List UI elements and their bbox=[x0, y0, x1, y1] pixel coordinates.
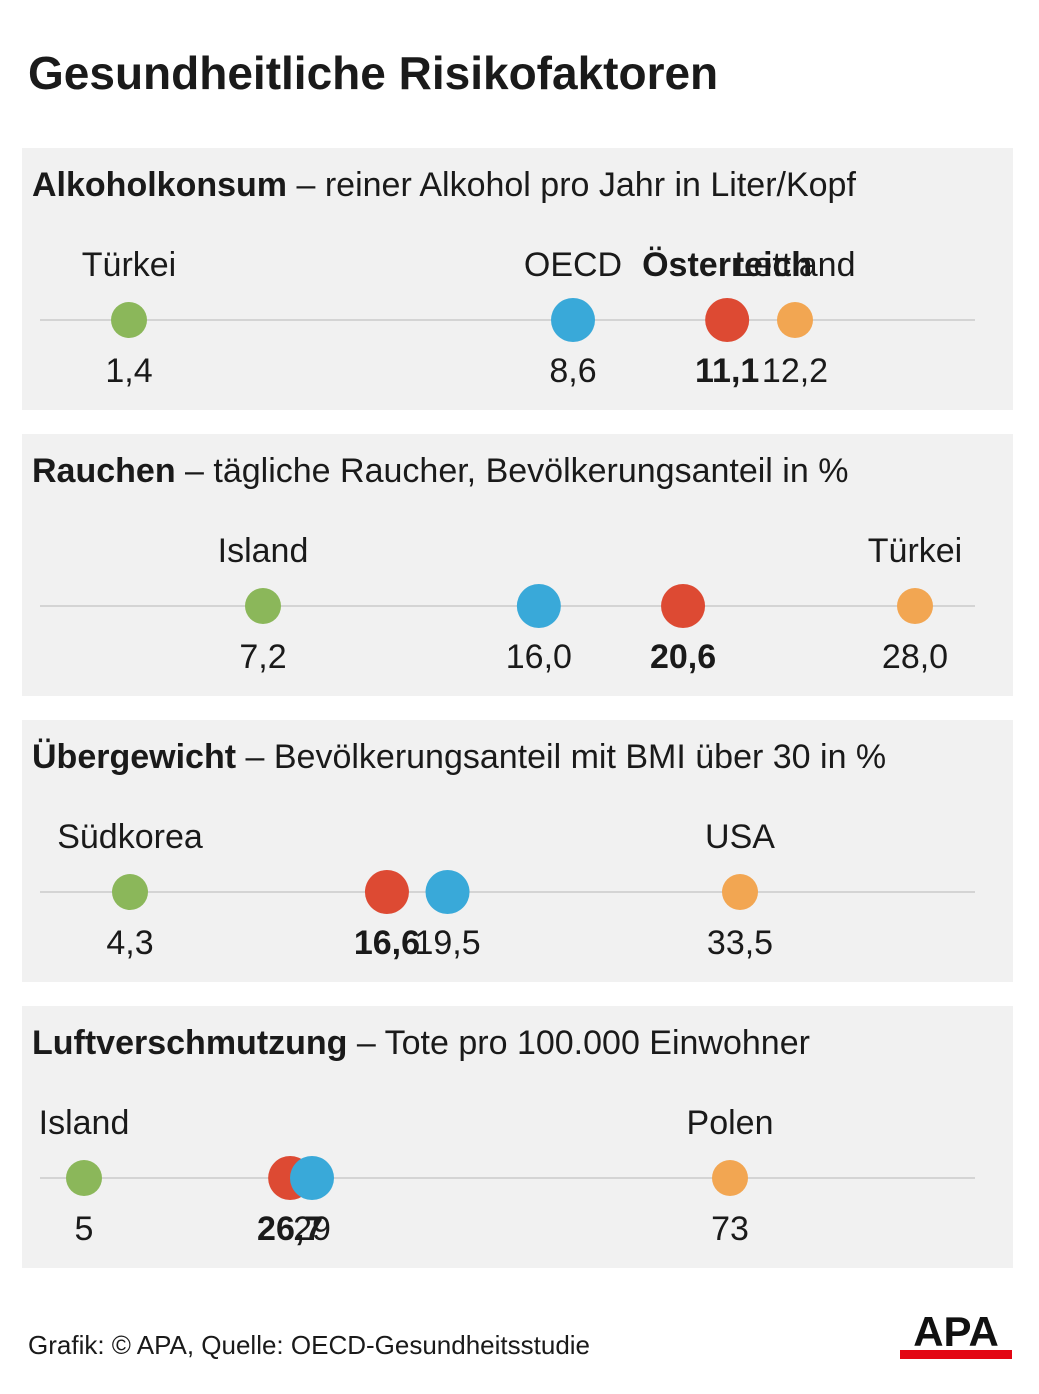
country-label-max: Polen bbox=[687, 1104, 774, 1142]
value-label-max: 73 bbox=[711, 1210, 749, 1248]
country-label-max: Lettland bbox=[735, 246, 856, 284]
apa-logo-bar bbox=[900, 1350, 1012, 1359]
panel-title: Luftverschmutzung bbox=[32, 1024, 348, 1062]
dot-min bbox=[112, 874, 148, 910]
panel-heading: Luftverschmutzung – Tote pro 100.000 Ein… bbox=[32, 1024, 810, 1063]
panel-heading: Übergewicht – Bevölkerungsanteil mit BMI… bbox=[32, 738, 886, 777]
panel-subtitle: – reiner Alkohol pro Jahr in Liter/Kopf bbox=[296, 166, 856, 204]
value-label-oesterreich: 16,6 bbox=[354, 924, 420, 962]
value-label-min: 1,4 bbox=[105, 352, 152, 390]
dot-max bbox=[897, 588, 933, 624]
dot-max bbox=[722, 874, 758, 910]
country-label-oesterreich: Österreich bbox=[642, 246, 812, 284]
panel-title: Rauchen bbox=[32, 452, 176, 490]
panel-title: Übergewicht bbox=[32, 738, 237, 776]
dot-oecd bbox=[290, 1156, 334, 1200]
value-label-oecd: 29 bbox=[293, 1210, 331, 1248]
value-label-oecd: 8,6 bbox=[549, 352, 596, 390]
dot-max bbox=[712, 1160, 748, 1196]
dot-min bbox=[111, 302, 147, 338]
country-label-min: Island bbox=[39, 1104, 130, 1142]
value-label-max: 12,2 bbox=[762, 352, 828, 390]
panel-title: Alkoholkonsum bbox=[32, 166, 288, 204]
value-label-oesterreich: 20,6 bbox=[650, 638, 716, 676]
apa-logo-text: APA bbox=[913, 1310, 999, 1355]
dot-max bbox=[777, 302, 813, 338]
dot-oesterreich bbox=[661, 584, 706, 628]
panel-subtitle: – Tote pro 100.000 Einwohner bbox=[356, 1024, 810, 1062]
panel-luftverschmutzung: Luftverschmutzung – Tote pro 100.000 Ein… bbox=[22, 1006, 1013, 1268]
dot-plot-luftverschmutzung: Island 5 26,729 Polen 73 bbox=[39, 1104, 975, 1248]
value-label-min: 5 bbox=[75, 1210, 94, 1248]
value-label-oecd: 16,0 bbox=[506, 638, 572, 676]
value-label-min: 4,3 bbox=[106, 924, 153, 962]
country-label-max: USA bbox=[705, 818, 775, 856]
dot-oecd bbox=[516, 584, 561, 628]
panel-heading: Alkoholkonsum – reiner Alkohol pro Jahr … bbox=[32, 166, 856, 205]
value-label-oecd: 19,5 bbox=[414, 924, 480, 962]
dot-oecd bbox=[551, 298, 595, 342]
value-label-oesterreich: 11,1 bbox=[695, 352, 759, 390]
country-label-min: Island bbox=[218, 532, 309, 570]
country-label-min: Türkei bbox=[82, 246, 176, 284]
country-label-min: Südkorea bbox=[57, 818, 203, 856]
panel-subtitle: – Bevölkerungsanteil mit BMI über 30 in … bbox=[245, 738, 887, 776]
panel-heading: Rauchen – tägliche Raucher, Bevölkerungs… bbox=[32, 452, 848, 491]
country-label-max: Türkei bbox=[868, 532, 962, 570]
dot-min bbox=[245, 588, 281, 624]
chart-title: Gesundheitliche Risikofaktoren bbox=[28, 47, 719, 99]
value-label-max: 33,5 bbox=[707, 924, 773, 962]
source-footer: Grafik: © APA, Quelle: OECD-Gesundheitss… bbox=[28, 1330, 591, 1360]
dot-oesterreich bbox=[705, 298, 750, 342]
panel-uebergewicht: Übergewicht – Bevölkerungsanteil mit BMI… bbox=[22, 720, 1013, 982]
value-label-oesterreich: 26,7 bbox=[257, 1210, 323, 1248]
panel-rauchen: Rauchen – tägliche Raucher, Bevölkerungs… bbox=[22, 434, 1013, 696]
apa-logo: APA bbox=[900, 1310, 1012, 1359]
dot-plot-rauchen: Island 7,2 16,0 20,6 Türkei 28,0 bbox=[40, 532, 975, 676]
country-label-oecd: OECD bbox=[524, 246, 622, 284]
dot-oecd bbox=[425, 870, 470, 914]
value-label-max: 28,0 bbox=[882, 638, 948, 676]
dot-oesterreich bbox=[364, 870, 409, 914]
dot-plot-alkoholkonsum: Türkei 1,4 OECD 8,6 Österreich 11,1 Lettland 12… bbox=[40, 246, 975, 390]
value-label-min: 7,2 bbox=[239, 638, 286, 676]
dot-plot-uebergewicht: Südkorea 4,3 16,619,5 USA 33,5 bbox=[40, 818, 975, 962]
dot-min bbox=[66, 1160, 102, 1196]
panel-subtitle: – tägliche Raucher, Bevölkerungsanteil i… bbox=[185, 452, 849, 490]
panel-alkoholkonsum: Alkoholkonsum – reiner Alkohol pro Jahr … bbox=[22, 148, 1013, 410]
